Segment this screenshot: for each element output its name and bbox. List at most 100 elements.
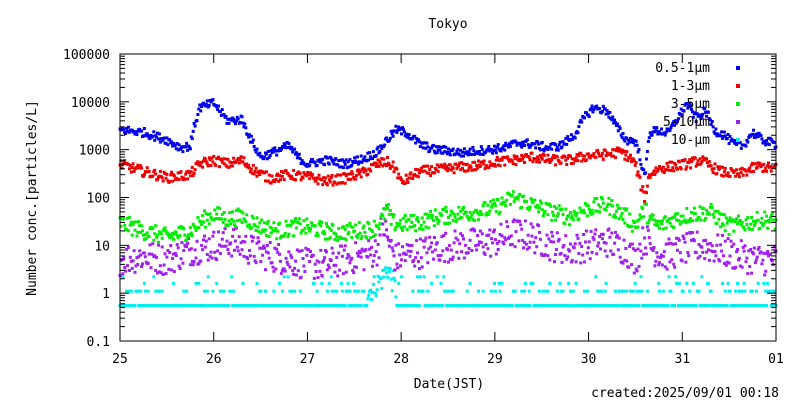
data-point (665, 161, 669, 165)
data-point (574, 156, 578, 160)
data-point (387, 213, 391, 216)
data-point (361, 226, 365, 230)
data-point (763, 141, 767, 145)
data-point (607, 196, 611, 200)
data-point (278, 252, 281, 256)
data-point (639, 275, 643, 279)
data-point (298, 171, 302, 175)
data-point (185, 141, 189, 145)
data-point (715, 172, 719, 176)
data-point (691, 281, 695, 285)
data-point (654, 129, 658, 132)
data-point (542, 149, 546, 153)
data-point (230, 254, 234, 258)
data-point (135, 133, 139, 136)
data-point (713, 209, 717, 213)
data-point (633, 163, 637, 167)
data-point (521, 140, 525, 144)
data-point (764, 289, 768, 293)
data-point (319, 224, 323, 228)
data-point (318, 220, 322, 224)
data-point (677, 281, 681, 285)
data-point (671, 122, 675, 125)
data-point (474, 168, 478, 172)
data-point (286, 263, 290, 267)
data-point (734, 219, 738, 223)
data-point (547, 237, 551, 241)
data-point (554, 206, 558, 210)
data-point (478, 152, 482, 156)
data-point (340, 181, 344, 184)
data-point (449, 289, 453, 293)
data-point (647, 236, 651, 240)
data-point (323, 232, 327, 236)
data-point (573, 242, 577, 246)
data-point (499, 222, 503, 226)
data-point (706, 161, 709, 165)
data-point (285, 304, 289, 308)
data-point (153, 232, 157, 236)
data-point (702, 239, 706, 243)
data-point (299, 275, 303, 279)
data-point (721, 174, 725, 178)
data-point (168, 236, 172, 240)
data-point (358, 169, 362, 173)
data-point (602, 241, 606, 244)
data-point (630, 304, 634, 308)
data-point (200, 223, 204, 226)
data-point (684, 221, 688, 225)
data-point (506, 155, 510, 159)
data-point (465, 289, 469, 293)
data-point (473, 152, 477, 156)
data-point (755, 210, 759, 214)
data-point (419, 223, 423, 227)
data-point (570, 138, 574, 141)
x-tick-label: 25 (112, 352, 128, 367)
data-point (450, 258, 454, 262)
data-point (625, 150, 629, 154)
data-point (554, 143, 557, 147)
data-point (461, 150, 464, 154)
data-point (366, 151, 370, 155)
data-point (416, 220, 420, 223)
data-point (264, 179, 267, 183)
data-point (199, 109, 203, 113)
data-point (123, 223, 127, 227)
data-point (648, 242, 652, 246)
data-point (538, 160, 541, 164)
data-point (712, 259, 716, 263)
data-point (503, 236, 507, 240)
data-point (136, 129, 140, 133)
data-point (416, 138, 420, 141)
data-point (372, 254, 376, 257)
data-point (425, 304, 429, 308)
data-point (322, 259, 326, 263)
data-point (316, 182, 320, 186)
data-point (719, 243, 723, 247)
data-point (468, 281, 472, 285)
data-point (334, 232, 338, 236)
data-point (386, 156, 389, 159)
data-point (415, 218, 419, 222)
data-point (663, 265, 667, 269)
data-point (737, 256, 741, 260)
data-point (133, 304, 137, 308)
data-point (451, 255, 455, 259)
data-point (669, 126, 673, 130)
data-point (250, 214, 254, 218)
data-point (185, 245, 189, 249)
data-point (720, 173, 724, 177)
data-point (424, 164, 428, 168)
data-point (557, 160, 561, 163)
data-point (238, 121, 242, 124)
data-point (594, 209, 598, 213)
data-point (375, 263, 379, 267)
data-point (564, 234, 568, 238)
data-point (611, 115, 615, 119)
data-point (154, 172, 158, 176)
data-point (125, 289, 129, 293)
data-point (463, 169, 467, 173)
data-point (197, 163, 201, 167)
data-point (496, 198, 500, 202)
data-point (677, 160, 681, 164)
